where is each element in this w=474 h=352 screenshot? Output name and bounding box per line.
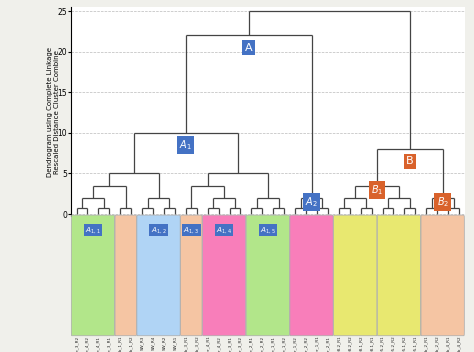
Text: Ker_4_R2: Ker_4_R2: [217, 336, 220, 352]
FancyBboxPatch shape: [181, 215, 202, 336]
Text: Lub_1_R1: Lub_1_R1: [118, 336, 122, 352]
Text: Ker_3_R2: Ker_3_R2: [238, 336, 243, 352]
Text: Ker_3_R1: Ker_3_R1: [228, 336, 232, 352]
Text: SW_R1: SW_R1: [173, 336, 177, 350]
Text: Ker_2_R1: Ker_2_R1: [326, 336, 330, 352]
FancyBboxPatch shape: [334, 215, 377, 336]
Text: Gas_98.2_R1: Gas_98.2_R1: [337, 336, 341, 352]
Text: Ker_2_R2: Ker_2_R2: [304, 336, 308, 352]
Text: Lub_2_R2: Lub_2_R2: [435, 336, 439, 352]
Text: Gas_98.2_R2: Gas_98.2_R2: [348, 336, 352, 352]
Text: Ker_1_R2: Ker_1_R2: [293, 336, 297, 352]
Text: SW_R4: SW_R4: [151, 336, 155, 350]
Text: $A_{1,3}$: $A_{1,3}$: [183, 225, 199, 235]
Text: Lub_4_R2: Lub_4_R2: [457, 336, 461, 352]
FancyBboxPatch shape: [377, 215, 420, 336]
Text: $A_2$: $A_2$: [305, 195, 318, 209]
FancyBboxPatch shape: [71, 215, 115, 336]
Text: $A_1$: $A_1$: [180, 138, 192, 152]
Text: Gas_95.2_R1: Gas_95.2_R1: [381, 336, 384, 352]
FancyBboxPatch shape: [202, 215, 246, 336]
Text: SW_R2: SW_R2: [162, 336, 166, 350]
Text: Lub_2_R1: Lub_2_R1: [424, 336, 428, 352]
Text: Die_2_R2: Die_2_R2: [260, 336, 264, 352]
Text: Lub_1_R2: Lub_1_R2: [129, 336, 133, 352]
Text: $B_2$: $B_2$: [437, 195, 449, 209]
Text: Die_3_R1: Die_3_R1: [107, 336, 111, 352]
Text: Ker_1_R1: Ker_1_R1: [315, 336, 319, 352]
Text: Gas_95.2_R2: Gas_95.2_R2: [392, 336, 395, 352]
Text: Lub_3_R1: Lub_3_R1: [184, 336, 188, 352]
Text: Die_1_R1: Die_1_R1: [271, 336, 275, 352]
Text: SW_R3: SW_R3: [140, 336, 144, 350]
FancyBboxPatch shape: [421, 215, 465, 336]
Text: B: B: [406, 156, 414, 166]
Text: $A_{1,2}$: $A_{1,2}$: [151, 225, 166, 235]
Text: Die_4_R2: Die_4_R2: [85, 336, 90, 352]
Text: Die_1_R2: Die_1_R2: [282, 336, 286, 352]
Text: Die_2_R1: Die_2_R1: [249, 336, 254, 352]
Text: Gas_95.1_R2: Gas_95.1_R2: [402, 336, 406, 352]
Text: $A_{1,5}$: $A_{1,5}$: [260, 225, 276, 235]
Text: Gas_98.1_R2: Gas_98.1_R2: [359, 336, 363, 352]
FancyBboxPatch shape: [246, 215, 290, 336]
Text: Ker_4_R1: Ker_4_R1: [206, 336, 210, 352]
Y-axis label: Dendrogram using Complete Linkage
Rescaled Distance Cluster Combine: Dendrogram using Complete Linkage Rescal…: [46, 47, 60, 177]
Text: Lub_3_R2: Lub_3_R2: [195, 336, 199, 352]
Text: Lub_4_R1: Lub_4_R1: [446, 336, 450, 352]
Text: $B_1$: $B_1$: [371, 183, 383, 196]
Text: Gas_95.1_R1: Gas_95.1_R1: [413, 336, 417, 352]
Text: Die_3_R2: Die_3_R2: [74, 336, 79, 352]
Text: $A_{1,4}$: $A_{1,4}$: [216, 225, 232, 235]
FancyBboxPatch shape: [290, 215, 333, 336]
Text: $A_{1,1}$: $A_{1,1}$: [85, 225, 101, 235]
Text: Die_4_R1: Die_4_R1: [96, 336, 100, 352]
Text: Gas_98.1_R1: Gas_98.1_R1: [370, 336, 374, 352]
FancyBboxPatch shape: [137, 215, 180, 336]
Text: A: A: [245, 43, 253, 53]
FancyBboxPatch shape: [115, 215, 137, 336]
